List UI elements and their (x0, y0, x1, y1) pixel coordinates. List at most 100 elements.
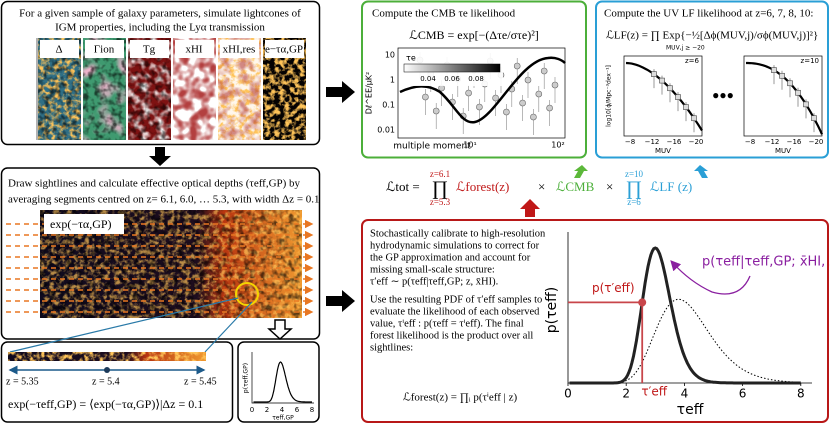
pdf-plot (251, 352, 314, 404)
y-tick-label: 10 (385, 51, 395, 60)
panel-label: z=10 (801, 57, 819, 65)
title: Compute the CMB τe likelihood (372, 8, 516, 20)
x-tick-label: −20 (809, 138, 824, 146)
product-upper: z=10 (625, 169, 644, 179)
plot-frame (743, 55, 823, 137)
x-tick-label: 4 (681, 387, 689, 401)
sample-line (568, 301, 644, 383)
data-point (803, 101, 809, 108)
product: ∏ (626, 178, 642, 200)
pdf-arrow (670, 260, 751, 295)
data-point (811, 115, 817, 121)
formula: exp(−τeff,GP) = ⟨exp(−τα,GP)⟩|Δz = 0.1 (8, 397, 203, 411)
y-label: Dℓ^EE/μK² (365, 72, 374, 115)
panel-label: z=6 (685, 57, 700, 65)
description: Draw sightlines and calculate effective … (8, 178, 301, 190)
x-tick-label: 10² (551, 141, 564, 150)
paragraph: the GP approximation and account for (370, 252, 531, 263)
paragraph: sightlines: (370, 342, 413, 353)
image-label-bg (44, 214, 124, 234)
times: × (606, 179, 613, 194)
x-tick-label: 2 (265, 406, 269, 414)
colorbar-tick: 0.08 (468, 75, 484, 83)
product-index: MUV,j ≥ −20 (666, 45, 705, 52)
product-lower: z=6 (627, 197, 641, 207)
data-point (465, 89, 472, 97)
x-tick-label: −8 (745, 138, 755, 146)
pdf-curve (253, 361, 312, 403)
product-lower: z=5.3 (430, 197, 451, 207)
x-label: τeff (677, 402, 704, 418)
zoom-line (204, 301, 253, 353)
formula-lhs: ℒtot = (386, 179, 420, 194)
paragraph: Use the resulting PDF of τ′eff samples t… (370, 294, 542, 305)
paragraph: missing small-scale structure: (370, 264, 495, 275)
data-point (546, 104, 553, 112)
description: averaging segments centred on z= 6.1, 6.… (8, 194, 320, 206)
y-tick-label: 0.01 (377, 126, 395, 135)
arrow-blue (694, 165, 708, 178)
data-point (779, 72, 785, 79)
x-label: τeff,GP (272, 415, 294, 422)
times: × (538, 179, 545, 194)
point-label: p(τ′eff) (592, 281, 635, 295)
x-tick-label: 8 (310, 406, 314, 414)
sightlines-box (0, 167, 321, 340)
z-label: z = 5.4 (92, 376, 120, 387)
lf-term: ℒLF (z) (650, 179, 692, 194)
cmb-term: ℒCMB (556, 179, 595, 194)
calibration-box (361, 219, 829, 423)
paragraph: hydrodynamic simulations to correct for (370, 240, 540, 251)
x-tick-label: 2 (622, 387, 630, 401)
paragraph: Stochastically calibrate to high-resolut… (370, 228, 546, 239)
data-point (691, 115, 697, 122)
data-point (513, 62, 521, 70)
x-label: MUV (775, 147, 791, 155)
arrow-right (326, 290, 355, 312)
y-tick-label: 0.1 (382, 101, 395, 110)
x-tick-label: 4 (280, 406, 285, 414)
x-tick-label: −20 (689, 138, 704, 146)
product: ∏ (432, 178, 448, 200)
panel-label: Tg (143, 44, 156, 56)
panel-label: e−τα,GP (265, 44, 303, 56)
z-label: z = 5.35 (6, 376, 39, 387)
panel-label: xHI,res (223, 44, 256, 56)
data-point (667, 85, 673, 92)
x-tick-label: −16 (667, 138, 682, 146)
arrow-red (520, 199, 540, 217)
pdf-label: p(τeff|τeff,GP; x̄HI, z) (702, 255, 830, 270)
data-point (540, 67, 548, 75)
cmb-box (361, 0, 587, 159)
sample-point (638, 298, 647, 307)
formula: ℒCMB = exp[−(Δτe/στe)²] (409, 28, 539, 42)
data-point (795, 89, 801, 96)
x-tick-label: 0 (250, 406, 254, 414)
paragraph: forest likelihood is the product over al… (370, 330, 533, 341)
paragraph: evaluate the likelihood of each observed (370, 306, 540, 317)
pdf-box (237, 341, 320, 423)
data-point (675, 94, 681, 100)
y-tick-label: 1 (390, 76, 395, 85)
simulate-box (0, 0, 321, 146)
colorbar-tick: 0.04 (420, 75, 436, 83)
zoom-line (9, 297, 239, 353)
data-point (551, 81, 559, 89)
x-label: MUV (655, 147, 671, 155)
panel-label-bg (85, 40, 124, 58)
z-label: z = 5.45 (184, 376, 217, 387)
y-label: p(τeff) (544, 287, 560, 334)
segment-box (0, 341, 234, 423)
data-point (651, 71, 657, 77)
pdf-curve (569, 246, 801, 385)
title: Compute the UV LF likelihood at z=6, 7, … (604, 8, 813, 20)
formula: ℒforest(z) = ∏ᵢ p(τⁱeff | z) (403, 392, 518, 404)
segment-centre (104, 367, 110, 373)
panel-label-bg (130, 40, 169, 58)
data-point (530, 113, 537, 121)
data-point (535, 90, 543, 98)
colorbar-tick: 0.06 (444, 75, 460, 83)
paragraph: value, τⁱeff : p(τeff = τⁱeff). The fina… (370, 317, 524, 329)
x-tick-label: 10¹ (463, 141, 476, 150)
